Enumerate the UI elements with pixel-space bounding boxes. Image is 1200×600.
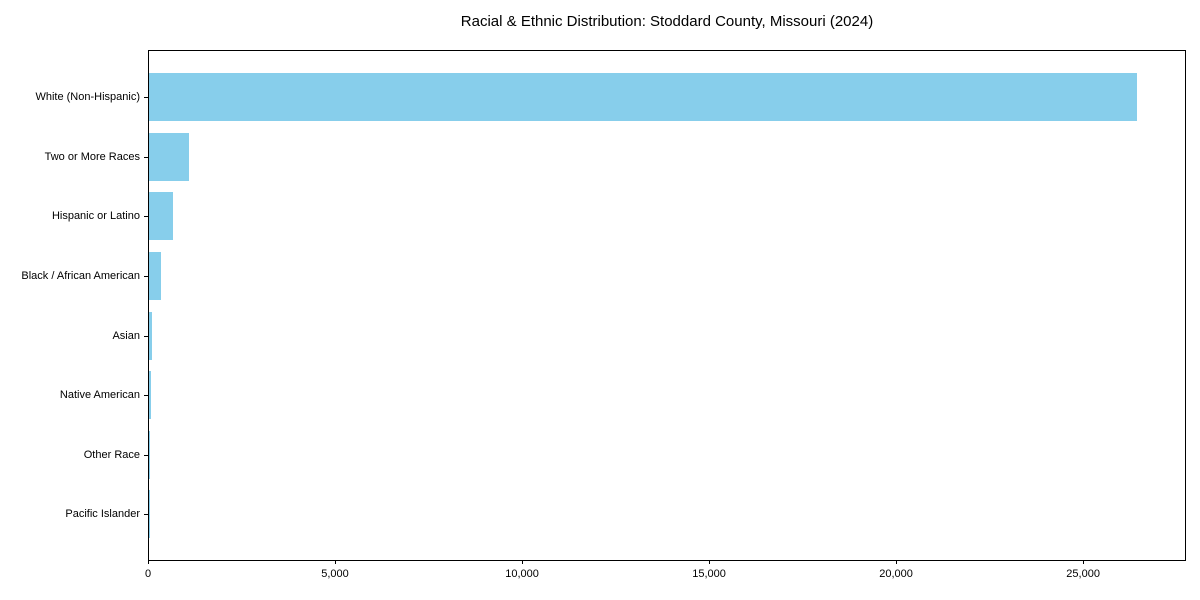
y-tick-label-native-american: Native American — [59, 389, 140, 402]
x-tick-label-25-000: 25,000 — [1066, 568, 1100, 580]
y-tick-mark — [144, 455, 148, 456]
bar-native-american — [149, 371, 152, 420]
y-tick-mark — [144, 514, 148, 515]
plot-area — [148, 50, 1186, 561]
x-tick-mark — [148, 560, 149, 564]
x-tick-label-10-000: 10,000 — [505, 568, 539, 580]
bar-other-race — [149, 430, 151, 479]
y-tick-mark — [144, 97, 148, 98]
x-tick-mark — [522, 560, 524, 564]
bar-white-non-hispanic — [149, 73, 1137, 121]
bar-black-african-american — [149, 251, 162, 300]
bar-hispanic-or-latino — [149, 192, 173, 241]
y-tick-mark — [144, 157, 148, 158]
x-tick-mark — [709, 560, 711, 564]
chart-title: Racial & Ethnic Distribution: Stoddard C… — [460, 13, 874, 30]
y-tick-label-hispanic-or-latino: Hispanic or Latino — [51, 210, 140, 223]
bar-two-or-more-races — [149, 132, 189, 181]
y-tick-label-pacific-islander: Pacific Islander — [65, 508, 140, 521]
y-tick-label-asian: Asian — [112, 329, 140, 342]
y-tick-label-white-non-hispanic: White (Non-Hispanic) — [35, 91, 140, 103]
y-tick-mark — [144, 336, 148, 337]
y-tick-label-other-race: Other Race — [83, 448, 140, 461]
y-tick-label-black-african-american: Black / African American — [21, 269, 140, 282]
y-tick-mark — [144, 276, 148, 277]
x-tick-mark — [1083, 560, 1085, 564]
x-tick-label-5-000: 5,000 — [321, 568, 349, 580]
bar-asian — [149, 311, 153, 360]
y-tick-label-two-or-more-races: Two or More Races — [44, 150, 140, 163]
x-tick-mark — [896, 560, 898, 564]
y-tick-mark — [144, 395, 148, 396]
x-tick-mark — [335, 560, 337, 564]
x-tick-label-0: 0 — [144, 568, 152, 580]
x-tick-label-20-000: 20,000 — [879, 568, 913, 580]
x-tick-label-15-000: 15,000 — [692, 568, 726, 580]
y-tick-mark — [144, 216, 148, 217]
